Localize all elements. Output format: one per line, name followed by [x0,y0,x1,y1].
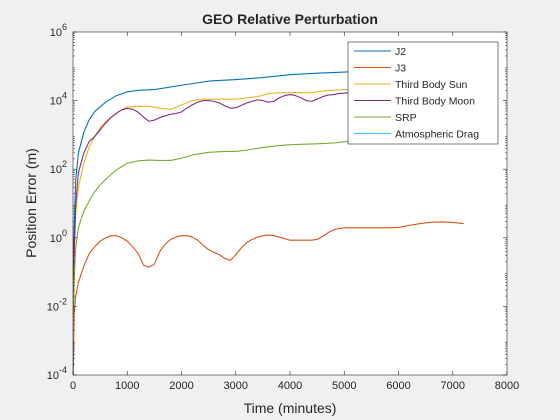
y-tick-label: 104 [50,91,67,108]
y-axis-label: Position Error (m) [23,148,39,258]
legend-label-atmospheric-drag: Atmospheric Drag [395,129,479,141]
series-line-third-body-sun [73,89,350,341]
x-tick-label: 0 [70,380,76,392]
x-tick-label: 2000 [169,380,193,392]
x-axis-label: Time (minutes) [244,400,337,416]
legend-label-j2: J2 [395,46,406,58]
x-tick-label: 4000 [278,380,302,392]
x-tick-label: 8000 [495,380,519,392]
series-layer [73,65,464,375]
legend-box [347,41,499,145]
y-tick-label: 106 [50,22,67,39]
x-tick-label: 5000 [332,380,356,392]
x-tick-label: 7000 [441,380,465,392]
legend-label-srp: SRP [395,112,417,124]
y-tick-label: 100 [50,228,67,245]
x-tick-label: 1000 [115,380,139,392]
y-tick-label: 10-4 [47,365,67,382]
series-line-srp [73,140,350,352]
chart-title: GEO Relative Perturbation [202,11,378,27]
legend: J2 J3 Third Body Sun Third Body Moon SRP Atmo… [347,41,499,145]
y-tick-label: 102 [50,159,67,176]
legend-label-j3: J3 [395,63,406,75]
series-line-j3 [73,221,464,375]
x-tick-label: 3000 [224,380,248,392]
legend-label-third-body-sun: Third Body Sun [395,79,468,91]
y-tick-label: 10-2 [47,296,67,313]
legend-label-third-body-moon: Third Body Moon [395,96,475,108]
x-tick-label: 6000 [386,380,410,392]
ticks-layer: 0 1000 2000 3000 4000 5000 6000 7000 8000 10-4 10-… [47,22,520,392]
series-line-third-body-moon [73,92,350,341]
